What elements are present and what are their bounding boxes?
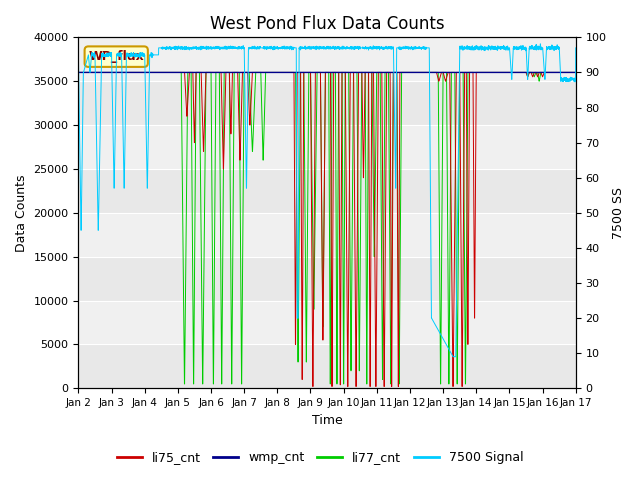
- Bar: [79, 81, 576, 125]
- Bar: [79, 300, 576, 345]
- Y-axis label: Data Counts: Data Counts: [15, 174, 28, 252]
- Bar: [79, 169, 576, 213]
- Text: WP_flux: WP_flux: [88, 50, 144, 63]
- Bar: [79, 257, 576, 300]
- Bar: [79, 213, 576, 257]
- Title: West Pond Flux Data Counts: West Pond Flux Data Counts: [210, 15, 444, 33]
- Bar: [79, 345, 576, 388]
- Bar: [79, 125, 576, 169]
- Bar: [79, 37, 576, 81]
- Y-axis label: 7500 SS: 7500 SS: [612, 187, 625, 239]
- X-axis label: Time: Time: [312, 414, 342, 427]
- Legend: li75_cnt, wmp_cnt, li77_cnt, 7500 Signal: li75_cnt, wmp_cnt, li77_cnt, 7500 Signal: [112, 446, 528, 469]
